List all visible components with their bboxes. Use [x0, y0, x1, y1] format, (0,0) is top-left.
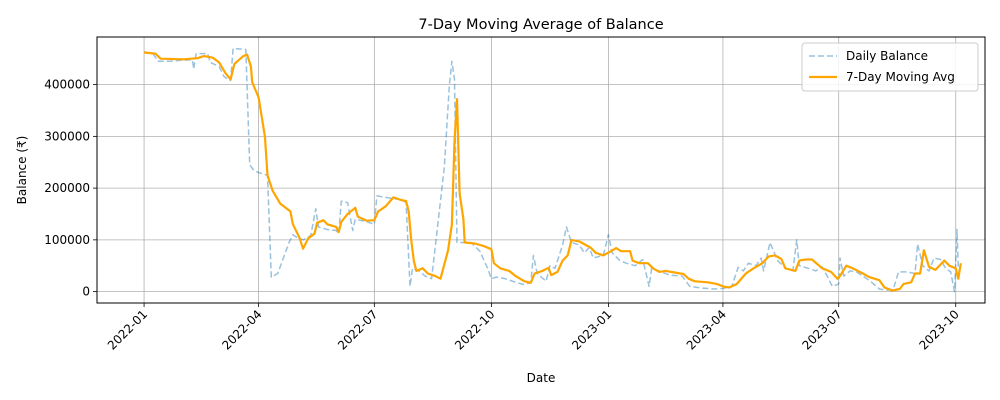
x-axis-label: Date [527, 371, 556, 385]
daily-balance-line [143, 47, 960, 293]
y-axis-label: Balance (₹) [15, 136, 29, 205]
legend-daily-balance-label: Daily Balance [846, 49, 928, 63]
chart-title: 7-Day Moving Average of Balance [418, 17, 663, 33]
y-tick-label: 100000 [44, 233, 90, 247]
y-tick-label: 400000 [44, 78, 90, 92]
series-layer [143, 47, 962, 293]
y-axis: 0 100000 200000 300000 400000 [44, 78, 97, 299]
legend-moving-avg-label: 7-Day Moving Avg [846, 70, 955, 84]
moving-avg-line [143, 51, 962, 292]
y-tick-label: 200000 [44, 181, 90, 195]
legend: Daily Balance 7-Day Moving Avg [801, 42, 979, 92]
y-tick-label: 300000 [44, 129, 90, 143]
y-tick-label: 0 [82, 285, 90, 299]
plot-frame [96, 36, 986, 304]
legend-box [801, 42, 979, 92]
